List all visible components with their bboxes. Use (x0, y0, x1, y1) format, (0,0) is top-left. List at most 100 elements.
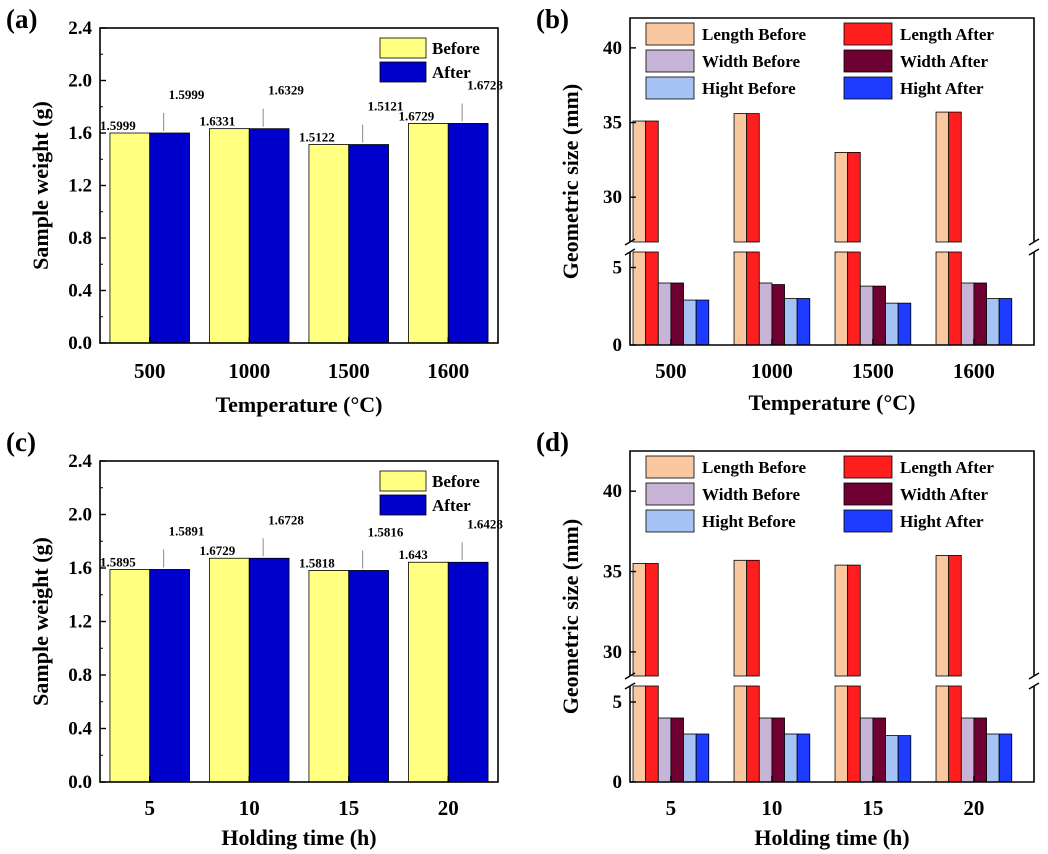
bar-hight-before (784, 733, 798, 783)
legend-swatch (645, 76, 695, 100)
plot-frame-upper (629, 17, 1035, 242)
bar-width-before (859, 285, 874, 346)
x-tick-label: 1000 (228, 359, 270, 383)
legend-swatch (843, 76, 893, 100)
bar-hight-after (897, 302, 912, 346)
y-tick-label: 1.6 (68, 123, 92, 144)
legend-label: Hight Before (702, 512, 796, 531)
legend-swatch (645, 455, 695, 479)
bar-width-before (960, 282, 975, 346)
bar-hight-after (998, 733, 1013, 783)
bar-hight-after (796, 733, 811, 783)
x-tick-label: 1500 (328, 359, 370, 383)
bar-hight-before (683, 299, 697, 346)
bar-hight-after (796, 298, 811, 346)
panel-label: (c) (6, 427, 36, 457)
bar-length-after-lower (746, 685, 760, 783)
x-axis-title: Temperature (°C) (215, 392, 382, 417)
bar-hight-after (695, 299, 710, 346)
bar-width-before (960, 717, 975, 783)
bar-after (447, 561, 489, 783)
bar-length-before (935, 555, 950, 677)
legend-swatch (843, 22, 893, 46)
data-label: 1.6729 (398, 108, 434, 123)
y-tick-label: 5 (613, 692, 623, 713)
y-tick-label: 30 (603, 642, 622, 663)
bar-hight-before (683, 733, 697, 783)
x-tick-label: 500 (134, 359, 166, 383)
y-tick-label: 35 (603, 562, 622, 583)
legend-swatch (645, 22, 695, 46)
panel-label: (b) (536, 4, 569, 34)
chart-panel-0: (a) 1.5999 1.6331 1.5122 1.6729 1.5999 1.6329 1… (6, 4, 503, 417)
legend-label: Length After (900, 25, 994, 44)
bar-length-before (632, 120, 647, 243)
bar-after (447, 123, 489, 344)
bar-width-before (657, 282, 672, 346)
bar-before (308, 144, 350, 344)
chart-panel-2: (c) 1.5895 1.6729 1.5818 1.643 1.5891 1.6728 1.… (6, 427, 503, 850)
panel-label: (a) (6, 4, 37, 34)
bar-after (248, 128, 290, 344)
bar-after (348, 570, 389, 783)
y-tick-label: 2.0 (68, 505, 92, 526)
legend-label: Before (432, 39, 480, 58)
bar-length-after (746, 559, 760, 677)
bar-length-after-lower (847, 251, 861, 346)
bar-length-before-lower (834, 251, 849, 346)
chart-panel-1: (b) 0 5 30 35 40 500 1000 1500 1600 Temperature (°… (536, 4, 1040, 415)
bar-before (408, 123, 449, 344)
plot-frame-upper (629, 450, 1035, 676)
legend-swatch (645, 509, 695, 533)
bar-width-after (670, 282, 684, 346)
bar-before (109, 132, 151, 344)
legend-swatch (645, 49, 695, 73)
bar-length-after (847, 151, 861, 243)
bar-hight-before (784, 298, 798, 346)
bar-length-before (935, 111, 950, 243)
data-label: 1.643 (398, 547, 428, 562)
legend-label: Hight After (900, 512, 984, 531)
legend-swatch (379, 61, 427, 83)
data-label: 1.6428 (467, 516, 503, 531)
plot-frame-lower (629, 252, 1035, 346)
data-label: 1.6728 (268, 512, 304, 527)
y-tick-label: 0.0 (68, 772, 92, 793)
x-axis-title: Holding time (h) (754, 825, 909, 850)
bar-length-before-lower (935, 685, 950, 783)
axis-break-gap (629, 677, 1035, 685)
bar-length-before (834, 151, 849, 243)
bar-length-after (746, 113, 760, 243)
y-tick-label: 5 (613, 258, 623, 279)
bar-length-after-lower (847, 685, 861, 783)
y-tick-label: 0.8 (68, 665, 92, 686)
bar-width-after (973, 282, 987, 346)
bar-width-before (758, 282, 773, 346)
legend-swatch (379, 37, 427, 59)
plot-frame-lower (629, 686, 1035, 783)
x-tick-label: 5 (666, 796, 677, 820)
data-label: 1.5891 (169, 523, 205, 538)
y-tick-label: 0.4 (68, 719, 92, 740)
data-label: 1.5895 (100, 554, 136, 569)
bar-hight-before (885, 735, 899, 783)
bar-width-before (859, 717, 874, 783)
data-label: 1.6728 (467, 77, 503, 92)
x-tick-label: 20 (963, 796, 984, 820)
bar-length-before (834, 564, 849, 677)
bar-length-before-lower (733, 685, 748, 783)
x-axis-title: Temperature (°C) (748, 390, 915, 415)
bar-length-after-lower (948, 251, 962, 346)
x-tick-label: 10 (239, 796, 260, 820)
bar-length-after (645, 563, 659, 677)
bar-length-before (632, 563, 647, 677)
bar-length-after-lower (645, 251, 659, 346)
chart-panel-3: (d) 0 5 30 35 40 5 10 15 20 Holding time (h) Geomet… (536, 427, 1040, 850)
bar-width-after (771, 284, 785, 346)
y-axis-title: Sample weight (g) (28, 101, 53, 270)
x-axis-title: Holding time (h) (221, 825, 376, 850)
x-tick-label: 15 (338, 796, 359, 820)
legend-label: Width After (900, 52, 988, 71)
legend-swatch (843, 482, 893, 506)
